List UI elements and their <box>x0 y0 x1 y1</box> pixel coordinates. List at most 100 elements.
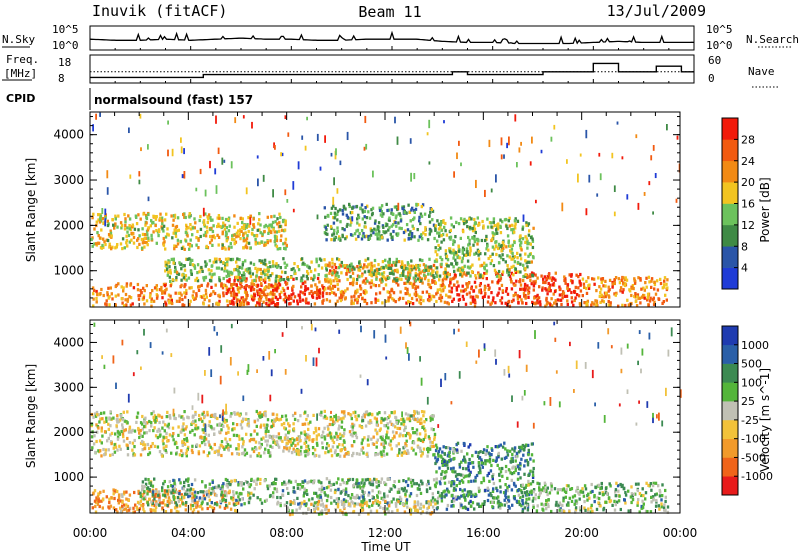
data-cell <box>142 286 145 290</box>
data-cell <box>421 481 424 485</box>
data-cell <box>653 282 657 287</box>
data-cell <box>226 236 230 240</box>
data-cell <box>215 257 218 261</box>
data-cell <box>384 264 388 268</box>
data-cell <box>248 224 251 228</box>
data-cell <box>276 297 279 301</box>
data-cell <box>305 417 308 422</box>
data-cell <box>205 295 208 299</box>
data-cell <box>642 293 645 297</box>
data-cell <box>126 453 130 457</box>
data-cell <box>524 252 527 256</box>
data-cell <box>516 294 519 298</box>
data-cell <box>300 257 304 261</box>
data-cell <box>265 498 268 502</box>
data-cell <box>402 479 405 483</box>
data-cell <box>278 221 281 225</box>
data-cell <box>229 241 232 246</box>
data-cell <box>252 438 256 442</box>
data-cell <box>175 224 179 229</box>
data-cell <box>507 273 510 277</box>
data-cell <box>113 496 116 501</box>
data-cell <box>230 161 233 169</box>
data-cell <box>454 251 458 255</box>
data-cell <box>414 285 417 289</box>
data-cell <box>613 211 616 217</box>
data-cell <box>181 443 184 447</box>
data-cell <box>393 277 396 281</box>
data-cell <box>518 239 521 243</box>
data-cell <box>420 417 423 421</box>
data-cell <box>596 193 599 197</box>
data-cell <box>90 435 94 439</box>
data-cell <box>563 278 566 283</box>
data-cell <box>541 288 544 292</box>
data-cell <box>417 445 420 449</box>
data-cell <box>663 285 666 289</box>
data-cell <box>421 425 424 429</box>
data-cell <box>380 277 383 281</box>
data-cell <box>630 293 633 298</box>
data-cell <box>542 277 545 281</box>
data-cell <box>225 440 229 444</box>
data-cell <box>230 293 233 297</box>
data-cell <box>221 246 224 250</box>
data-cell <box>656 279 659 283</box>
data-cell <box>235 292 238 296</box>
data-cell <box>404 281 408 285</box>
data-cell <box>201 412 204 416</box>
data-cell <box>92 124 94 132</box>
data-cell <box>379 213 383 217</box>
data-cell <box>320 266 324 270</box>
data-cell <box>463 253 466 257</box>
data-cell <box>375 228 378 232</box>
data-cell <box>358 261 361 265</box>
data-cell <box>413 292 416 296</box>
data-cell <box>511 251 514 255</box>
data-cell <box>227 257 230 261</box>
data-cell <box>333 499 336 503</box>
data-cell <box>220 284 223 288</box>
data-cell <box>233 411 236 415</box>
data-cell <box>113 490 116 494</box>
data-cell <box>497 242 501 246</box>
data-cell <box>486 244 489 248</box>
data-cell <box>585 279 588 283</box>
data-cell <box>116 225 119 229</box>
data-cell <box>245 277 248 281</box>
data-cell <box>351 422 354 426</box>
data-cell <box>194 221 197 225</box>
data-cell <box>426 454 429 458</box>
data-cell <box>325 291 328 296</box>
data-cell <box>392 497 395 501</box>
data-cell <box>398 426 402 431</box>
data-cell <box>385 436 388 440</box>
data-cell <box>427 450 430 454</box>
data-cell <box>187 445 190 449</box>
data-cell <box>375 480 378 484</box>
data-cell <box>256 228 259 232</box>
data-cell <box>183 291 186 295</box>
data-cell <box>161 227 164 231</box>
data-cell <box>275 274 278 278</box>
data-cell <box>176 238 180 242</box>
data-cell <box>489 302 492 306</box>
data-cell <box>241 445 244 449</box>
data-cell <box>363 215 366 219</box>
data-cell <box>514 293 517 297</box>
data-cell <box>274 220 277 224</box>
data-cell <box>427 481 430 486</box>
data-cell <box>299 299 302 303</box>
data-cell <box>454 235 457 239</box>
data-cell <box>240 503 243 507</box>
data-cell <box>203 224 206 228</box>
data-cell <box>352 301 355 305</box>
data-cell <box>169 284 172 288</box>
data-cell <box>177 510 180 514</box>
data-cell <box>304 437 307 441</box>
data-cell <box>163 479 166 484</box>
data-cell <box>252 282 255 287</box>
data-cell <box>206 454 209 458</box>
data-cell <box>120 297 123 301</box>
